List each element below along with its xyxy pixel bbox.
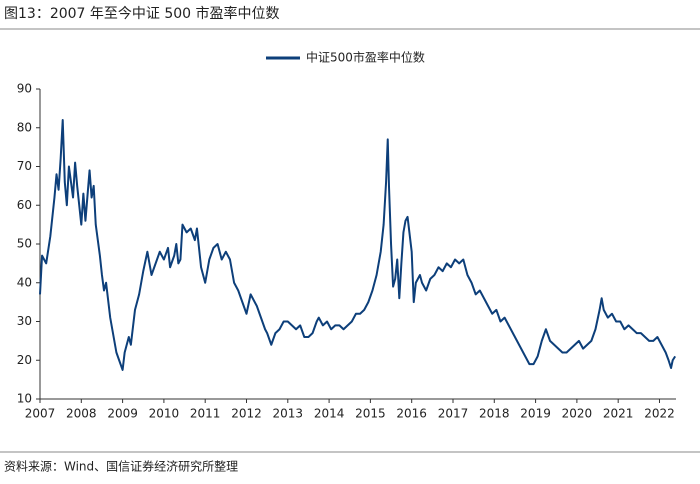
x-tick-label: 2022 bbox=[644, 407, 675, 421]
y-tick-label: 30 bbox=[17, 314, 32, 328]
x-tick-label: 2016 bbox=[396, 407, 427, 421]
y-tick-label: 90 bbox=[17, 82, 32, 96]
y-tick-label: 10 bbox=[17, 392, 32, 406]
x-tick-label: 2011 bbox=[190, 407, 221, 421]
chart-title: 图13：2007 年至今中证 500 市盈率中位数 bbox=[4, 5, 280, 22]
y-tick-label: 20 bbox=[17, 353, 32, 367]
x-tick-label: 2013 bbox=[273, 407, 304, 421]
x-tick-label: 2008 bbox=[66, 407, 97, 421]
x-tick-label: 2010 bbox=[149, 407, 180, 421]
x-tick-label: 2007 bbox=[25, 407, 56, 421]
x-tick-label: 2017 bbox=[438, 407, 469, 421]
x-tick-label: 2019 bbox=[520, 407, 551, 421]
x-tick-label: 2018 bbox=[479, 407, 510, 421]
x-tick-label: 2009 bbox=[107, 407, 138, 421]
source-note: 资料来源：Wind、国信证券经济研究所整理 bbox=[4, 459, 238, 474]
y-tick-label: 80 bbox=[17, 120, 32, 134]
y-tick-label: 40 bbox=[17, 275, 32, 289]
x-tick-label: 2014 bbox=[314, 407, 345, 421]
series-line bbox=[39, 119, 677, 371]
x-tick-label: 2021 bbox=[603, 407, 634, 421]
y-tick-label: 70 bbox=[17, 159, 32, 173]
x-tick-label: 2020 bbox=[562, 407, 593, 421]
y-tick-label: 50 bbox=[17, 237, 32, 251]
legend-label: 中证500市盈率中位数 bbox=[306, 50, 425, 65]
x-tick-label: 2015 bbox=[355, 407, 386, 421]
x-tick-label: 2012 bbox=[231, 407, 262, 421]
y-tick-label: 60 bbox=[17, 198, 32, 212]
